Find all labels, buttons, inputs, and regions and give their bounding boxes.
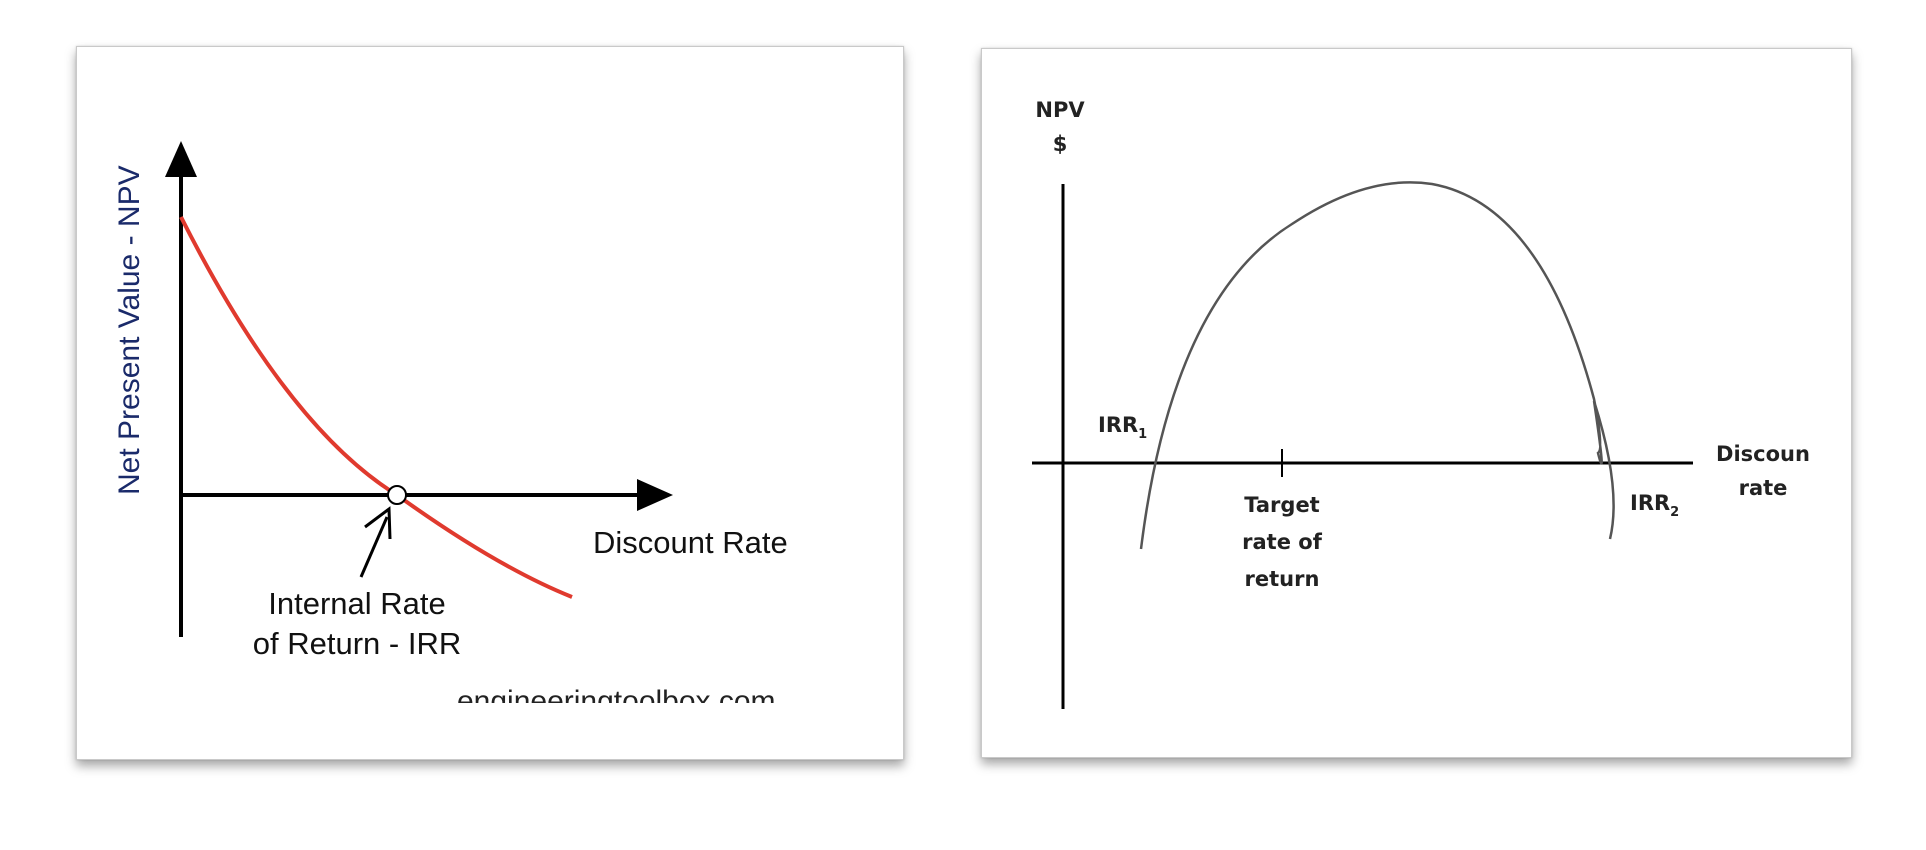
- x-axis-arrowhead: [637, 479, 673, 511]
- y-axis-label-line2: $: [1053, 132, 1068, 156]
- y-axis-label-line1: NPV: [1035, 98, 1085, 122]
- npv-curve: [1139, 181, 1615, 550]
- x-axis-label-line1: Discoun: [1716, 442, 1810, 466]
- multiple-irr-diagram-panel: NPV $ IRR1 IRR2 Discoun rate Target rate…: [981, 48, 1852, 758]
- target-rate-label-line1: Target: [1244, 493, 1319, 517]
- target-rate-label-line2: rate of: [1242, 530, 1323, 554]
- irr-label-line1: Internal Rate: [268, 586, 446, 621]
- multiple-irr-diagram: NPV $ IRR1 IRR2 Discoun rate Target rate…: [1032, 98, 1810, 709]
- irr1-label: IRR1: [1098, 413, 1147, 442]
- irr-pointer-arrow: [359, 516, 389, 578]
- irr2-base: IRR: [1630, 491, 1670, 515]
- irr2-label: IRR2: [1630, 491, 1679, 520]
- watermark-text: engineeringtoolbox.com: [457, 685, 776, 718]
- x-axis-label: Discount Rate: [593, 525, 788, 560]
- irr1-subscript: 1: [1138, 427, 1147, 442]
- npv-curve: [179, 216, 573, 599]
- npv-curve-diagram: Net Present Value - NPV Discount Rate In…: [113, 141, 788, 718]
- irr1-base: IRR: [1098, 413, 1138, 437]
- irr-point: [387, 485, 407, 505]
- irr-label-line2: of Return - IRR: [253, 626, 461, 661]
- y-axis-arrowhead: [165, 141, 197, 177]
- irr2-subscript: 2: [1670, 505, 1679, 520]
- npv-irr-diagram-panel: Net Present Value - NPV Discount Rate In…: [76, 46, 904, 760]
- x-axis-label-line2: rate: [1739, 476, 1788, 500]
- y-axis-label: Net Present Value - NPV: [113, 165, 146, 495]
- irr-pointer-arrowhead: [364, 506, 392, 540]
- target-rate-label-line3: return: [1245, 567, 1320, 591]
